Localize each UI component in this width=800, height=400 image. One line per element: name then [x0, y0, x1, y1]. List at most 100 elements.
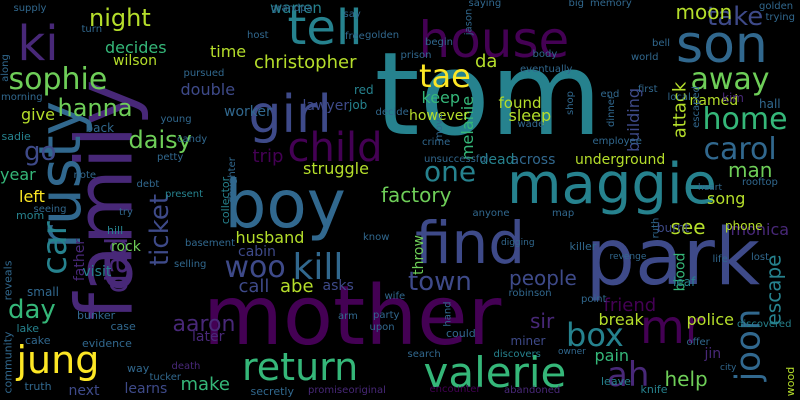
cloud-word-5: maggie [507, 152, 717, 217]
cloud-word-101: knife [640, 382, 668, 396]
cloud-word-86: asks [322, 278, 354, 294]
cloud-word-166: move [433, 113, 445, 141]
cloud-word-180: saying [468, 0, 502, 9]
cloud-word-28: tae [419, 57, 471, 95]
cloud-word-68: trip [252, 146, 284, 167]
cloud-word-8: son [676, 15, 768, 75]
cloud-word-59: warren [270, 0, 322, 17]
cloud-word-120: secretly [250, 384, 294, 398]
cloud-word-186: along [0, 54, 11, 82]
cloud-word-20: sophie [8, 62, 108, 97]
cloud-word-102: miner [510, 334, 546, 348]
cloud-word-95: kim [722, 91, 744, 105]
cloud-word-73: break [598, 310, 644, 329]
cloud-word-137: point [581, 294, 607, 305]
cloud-word-134: arm [338, 311, 358, 322]
cloud-word-29: daisy [128, 126, 192, 154]
cloud-word-159: note [73, 170, 97, 181]
cloud-word-194: golden [365, 30, 400, 41]
cloud-word-178: begin [425, 37, 453, 48]
cloud-word-17: child [287, 125, 383, 171]
cloud-word-127: offer [686, 337, 710, 348]
cloud-word-46: da [475, 51, 498, 72]
cloud-word-74: police [686, 310, 734, 329]
cloud-word-55: friend [603, 295, 657, 316]
cloud-word-36: factory [381, 183, 452, 207]
cloud-word-0: tom [374, 27, 602, 162]
cloud-word-138: discovered [737, 319, 792, 330]
cloud-word-99: jin [704, 346, 722, 362]
cloud-word-195: first [638, 84, 658, 95]
cloud-word-147: heart [698, 182, 722, 193]
cloud-word-48: husband [235, 228, 305, 247]
cloud-word-151: basement [185, 238, 235, 249]
cloud-word-140: life [712, 254, 728, 265]
cloud-word-31: away [690, 62, 770, 97]
cloud-word-126: city [720, 362, 737, 373]
cloud-word-70: year [0, 165, 36, 184]
cloud-word-7: house [418, 11, 570, 69]
cloud-word-116: truth [24, 379, 52, 393]
cloud-word-168: shop [565, 90, 577, 116]
cloud-word-41: moon [675, 0, 733, 24]
cloud-word-173: world [631, 52, 659, 63]
cloud-word-38: go [24, 137, 57, 167]
cloud-word-56: attack [668, 81, 690, 139]
cloud-word-44: christopher [254, 52, 357, 73]
cloud-word-4: boy [224, 166, 346, 243]
cloud-word-37: ticket [145, 193, 176, 267]
cloud-word-100: wood [783, 366, 797, 396]
cloud-word-45: monica [730, 220, 790, 239]
cloud-word-122: original [348, 385, 386, 396]
cloud-word-108: lake [16, 321, 40, 335]
cloud-word-132: hand [442, 301, 454, 327]
cloud-word-64: found [498, 93, 542, 112]
cloud-word-121: promise [308, 385, 349, 396]
cloud-word-51: sir [530, 309, 555, 333]
cloud-word-39: aaron [172, 312, 236, 337]
cloud-word-167: wade [517, 119, 545, 130]
cloud-word-81: however [409, 108, 470, 124]
cloud-word-160: try [119, 207, 133, 218]
cloud-word-144: anyone [472, 208, 510, 219]
cloud-word-88: next [68, 383, 100, 399]
cloud-word-90: rock [111, 239, 141, 255]
cloud-word-142: killer [569, 239, 597, 253]
cloud-word-15: mr [640, 300, 704, 354]
cloud-word-112: bunker [77, 308, 116, 322]
cloud-word-158: seeing [33, 204, 67, 215]
cloud-word-176: body [532, 49, 558, 60]
cloud-word-50: abe [280, 276, 314, 297]
cloud-word-23: one [424, 155, 477, 188]
cloud-word-105: community [1, 330, 15, 394]
cloud-word-115: cake [25, 333, 51, 347]
cloud-word-193: free [345, 31, 365, 42]
cloud-word-109: sadie [1, 129, 31, 143]
cloud-word-148: rooftop [742, 177, 778, 188]
cloud-word-57: decides [105, 38, 167, 57]
cloud-word-164: decide [375, 107, 409, 118]
cloud-word-152: selling [174, 259, 207, 270]
cloud-word-154: candy [177, 134, 208, 145]
cloud-word-61: give [21, 105, 55, 124]
cloud-word-123: encounter [429, 384, 481, 395]
cloud-word-107: mom [16, 208, 45, 222]
cloud-word-133: party [373, 310, 400, 321]
cloud-word-177: eventually [520, 64, 573, 75]
cloud-word-16: jung [16, 338, 100, 382]
cloud-word-185: supply [13, 3, 47, 14]
cloud-word-43: man [728, 158, 773, 182]
cloud-word-104: small [27, 285, 59, 299]
cloud-word-19: car [34, 221, 75, 275]
cloud-word-103: visit [82, 264, 112, 280]
cloud-word-84: dead [479, 152, 515, 168]
cloud-word-9: tell [287, 0, 363, 56]
cloud-word-89: cabin [238, 244, 276, 260]
cloud-word-141: revenge [609, 251, 647, 262]
cloud-word-188: morning [1, 92, 43, 103]
cloud-word-25: ah [607, 355, 650, 395]
cloud-word-149: present [165, 189, 204, 200]
cloud-word-21: woo [224, 250, 286, 285]
cloud-word-169: employee [592, 136, 642, 147]
